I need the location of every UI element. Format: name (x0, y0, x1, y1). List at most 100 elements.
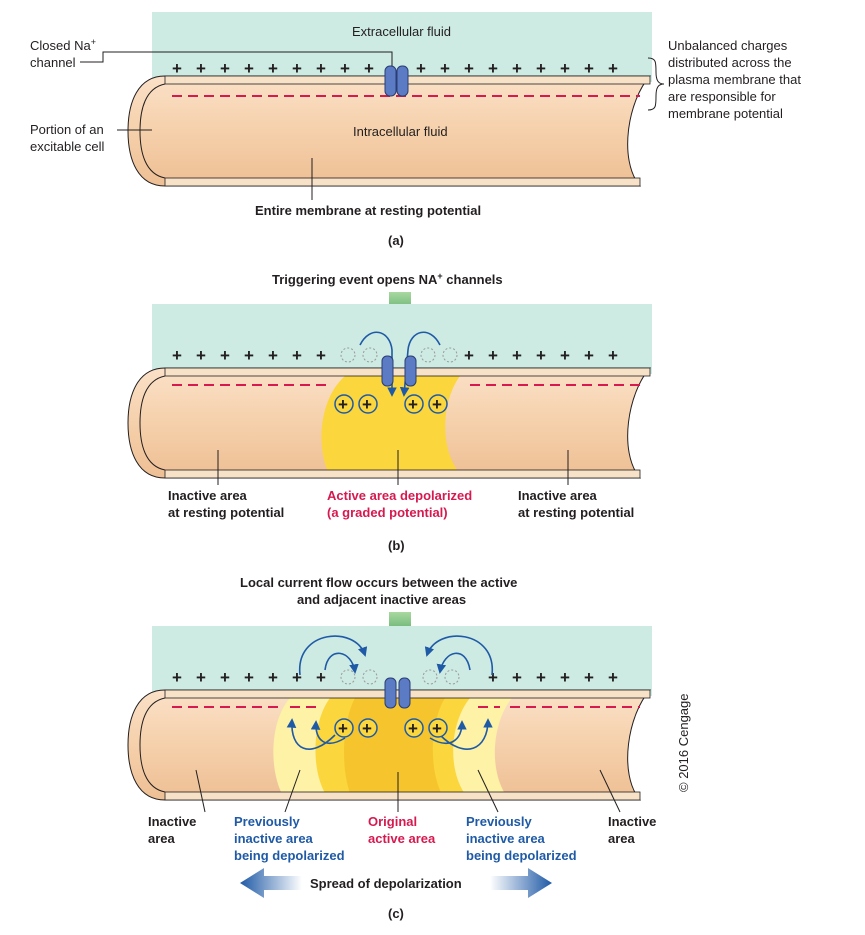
influx-arrow-right (399, 331, 441, 397)
svg-text:+: + (608, 346, 618, 365)
copyright-label: © 2016 Cengage (676, 694, 691, 793)
svg-text:+: + (244, 59, 254, 78)
svg-text:+: + (220, 668, 230, 687)
prev-left-leader-c (284, 769, 301, 813)
unbalanced-line5: membrane potential (668, 106, 783, 121)
inactive-left-leader-c (195, 769, 206, 813)
svg-text:+: + (172, 668, 182, 687)
spread-label: Spread of depolarization (310, 876, 462, 891)
svg-text:+: + (560, 346, 570, 365)
svg-text:+: + (408, 395, 418, 414)
na-channel-icon-c (384, 677, 411, 709)
prev-right-c-line3: being depolarized (466, 848, 577, 863)
inactive-right-b-line2: at resting potential (518, 505, 634, 520)
svg-text:+: + (172, 59, 182, 78)
inactive-left-c-line1: Inactive (148, 814, 196, 829)
active-area-region (321, 376, 462, 476)
cell-left-cap-b (139, 375, 166, 471)
svg-text:+: + (440, 59, 450, 78)
caption-b: (b) (388, 538, 405, 553)
svg-text:+: + (316, 59, 326, 78)
svg-text:+: + (268, 668, 278, 687)
internal-arrow-right-2 (429, 720, 467, 744)
svg-text:+: + (432, 719, 442, 738)
panel-c: Local current flow occurs between the ac… (127, 575, 656, 921)
svg-text:+: + (464, 59, 474, 78)
svg-text:+: + (584, 59, 594, 78)
membrane-bottom-c (164, 791, 641, 801)
trigger-label: Triggering event opens NA+ channels (272, 271, 503, 287)
active-b-line1: Active area depolarized (327, 488, 472, 503)
prev-right-c-line2: inactive area (466, 831, 546, 846)
spread-arrow-left-icon (240, 868, 302, 898)
closed-channel-label-line2: channel (30, 55, 76, 70)
current-arrow-inner-right (436, 652, 471, 674)
svg-text:+: + (512, 668, 522, 687)
closed-channel-leader (80, 51, 393, 66)
prev-right-c-line1: Previously (466, 814, 533, 829)
intracellular-fluid-label: Intracellular fluid (353, 124, 448, 139)
svg-text:+: + (488, 346, 498, 365)
svg-text:+: + (338, 719, 348, 738)
svg-text:+: + (244, 668, 254, 687)
svg-text:+: + (536, 59, 546, 78)
svg-text:+: + (316, 346, 326, 365)
svg-text:+: + (608, 668, 618, 687)
extracellular-fluid-region-b (152, 304, 652, 374)
cell-body (127, 75, 652, 187)
svg-text:+: + (340, 59, 350, 78)
faded-charges-b (340, 347, 458, 363)
inactive-right-c-line1: Inactive (608, 814, 656, 829)
svg-text:+: + (512, 346, 522, 365)
original-c-line2: active area (368, 831, 436, 846)
svg-text:+: + (584, 668, 594, 687)
cell-left-cap-c (139, 697, 166, 793)
svg-text:+: + (196, 346, 206, 365)
portion-label-line2: excitable cell (30, 139, 105, 154)
active-b-line2: (a graded potential) (327, 505, 448, 520)
svg-text:+: + (268, 346, 278, 365)
membrane-bottom-b (164, 469, 641, 479)
inactive-left-b-line2: at resting potential (168, 505, 284, 520)
svg-text:+: + (408, 719, 418, 738)
influx-arrow-left (359, 331, 397, 397)
caption-a: (a) (388, 233, 404, 248)
svg-text:+: + (172, 346, 182, 365)
inactive-right-b-line1: Inactive area (518, 488, 598, 503)
current-arrow-inner-left (324, 652, 359, 674)
svg-text:+: + (316, 668, 326, 687)
unbalanced-line3: plasma membrane that (668, 72, 801, 87)
svg-text:+: + (608, 59, 618, 78)
panel-c-title-line2: and adjacent inactive areas (297, 592, 466, 607)
cell-left-cap (139, 83, 166, 179)
svg-text:+: + (196, 59, 206, 78)
panel-a: + + + + + + + + + + + + + + + + + + Extracellular fl… (30, 12, 801, 248)
svg-text:+: + (196, 668, 206, 687)
positive-charges-row: + + + + + + + + + + + + + + + + + + (172, 59, 618, 78)
prev-left-c-line1: Previously (234, 814, 301, 829)
svg-text:+: + (560, 668, 570, 687)
svg-text:+: + (536, 668, 546, 687)
internal-arrow-left (286, 718, 336, 750)
open-na-channel-icon (381, 355, 417, 387)
internal-arrow-left-2 (310, 720, 346, 744)
svg-text:+: + (488, 59, 498, 78)
positive-charges-row-c: + + + + + + + + + + + + + (172, 668, 618, 687)
inactive-left-b-line1: Inactive area (168, 488, 248, 503)
inactive-right-c-line2: area (608, 831, 636, 846)
svg-text:+: + (364, 59, 374, 78)
svg-text:+: + (416, 59, 426, 78)
svg-text:+: + (362, 395, 372, 414)
svg-text:+: + (464, 346, 474, 365)
current-arrow-outer-right (424, 635, 493, 676)
svg-text:+: + (268, 59, 278, 78)
svg-text:+: + (362, 719, 372, 738)
unbalanced-line4: are responsible for (668, 89, 776, 104)
panel-c-title-line1: Local current flow occurs between the ac… (240, 575, 517, 590)
extracellular-fluid-label: Extracellular fluid (352, 24, 451, 39)
svg-text:+: + (292, 346, 302, 365)
svg-text:+: + (292, 668, 302, 687)
resting-label: Entire membrane at resting potential (255, 203, 481, 218)
current-arrow-outer-left (299, 635, 368, 676)
